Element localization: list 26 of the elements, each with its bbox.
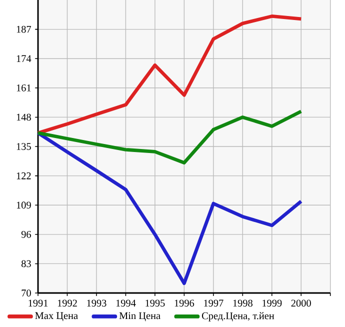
y-tick-label: 83 — [21, 260, 31, 268]
x-tick-label: 1998 — [233, 300, 252, 307]
legend-label: Min Цена — [119, 312, 160, 322]
x-tick-label: 1991 — [28, 300, 48, 306]
x-tick-label: 1994 — [116, 300, 136, 306]
line-series — [36, 131, 303, 285]
legend-label: Сред.Цена, т.йен — [202, 312, 274, 322]
x-tick-label: 1992 — [58, 300, 77, 306]
y-tick-label: 70 — [22, 289, 31, 296]
y-tick-label: 122 — [16, 172, 31, 180]
x-tick-label: 2000 — [291, 300, 311, 307]
y-tick-label: 135 — [16, 142, 31, 150]
y-tick-label: 148 — [16, 114, 31, 121]
line-series — [36, 14, 303, 135]
x-tick-label: 1995 — [146, 300, 165, 306]
x-tick-label: 1996 — [174, 300, 194, 306]
x-tick-label: 1997 — [204, 300, 224, 306]
legend-label: Max Цена — [35, 312, 78, 322]
y-tick-label: 187 — [16, 26, 32, 33]
x-tick-label: 1993 — [87, 300, 106, 306]
y-tick-label: 96 — [21, 230, 32, 238]
line-series — [36, 110, 303, 164]
y-tick-label: 174 — [16, 55, 32, 62]
x-tick-label: 1999 — [262, 300, 282, 306]
y-tick-label: 161 — [16, 84, 31, 92]
y-tick-label: 109 — [16, 202, 31, 208]
